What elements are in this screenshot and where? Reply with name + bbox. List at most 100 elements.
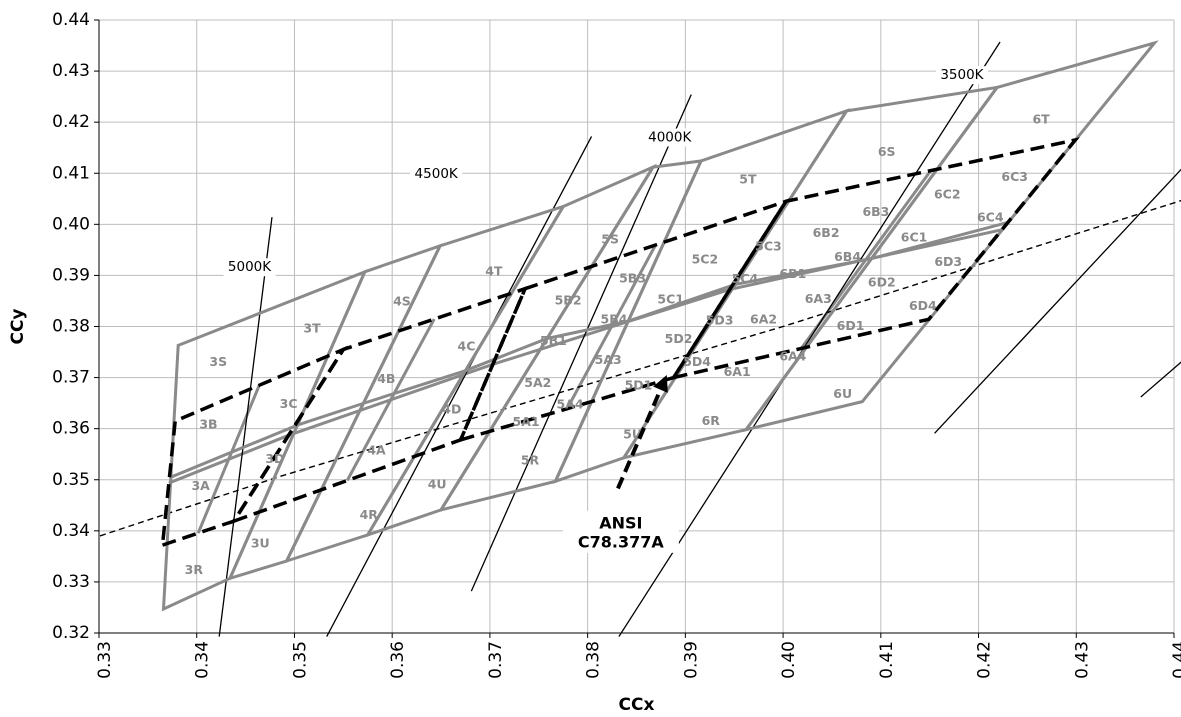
bin-label-6c1: 6C1 (901, 230, 928, 245)
y-axis-title: CCy (8, 308, 28, 344)
x-tick-label: 0.37 (486, 641, 506, 679)
cct-line (618, 41, 1001, 637)
bin-label-5a4: 5A4 (557, 397, 584, 412)
quadrangle (742, 40, 1159, 433)
bin-label-4s: 4S (393, 293, 411, 308)
bin-label-3r: 3R (185, 562, 204, 577)
x-tick-label: 0.42 (975, 641, 995, 679)
y-tick-label: 0.33 (52, 572, 90, 592)
quadrangle-divider (546, 319, 629, 340)
bin-label-6d3: 6D3 (934, 254, 962, 269)
cct-label-3500k: 3500K (940, 67, 984, 83)
bin-label-6t: 6T (1032, 112, 1050, 127)
annotation-arrowhead (653, 375, 668, 393)
x-tick-label: 0.40 (779, 641, 799, 679)
ansi-subbin-divider (168, 433, 290, 485)
bin-label-6d1: 6D1 (837, 318, 865, 333)
cct-line (470, 94, 692, 592)
bin-label-5c1: 5C1 (657, 291, 684, 306)
bin-label-6b2: 6B2 (813, 225, 840, 240)
x-tick-label: 0.36 (388, 641, 408, 679)
x-tick-label: 0.33 (95, 641, 115, 679)
x-tick-label: 0.41 (877, 641, 897, 679)
bin-label-5a1: 5A1 (513, 414, 540, 429)
x-tick-label: 0.43 (1072, 641, 1092, 679)
bin-label-5c3: 5C3 (755, 238, 782, 253)
bin-label-5c4: 5C4 (732, 271, 759, 286)
y-tick-label: 0.42 (52, 112, 90, 132)
bin-label-6a1: 6A1 (724, 364, 751, 379)
quadrangle (437, 159, 704, 513)
x-tick-label: 0.44 (1170, 641, 1181, 679)
bin-label-4c: 4C (458, 338, 476, 353)
cct-line (1140, 361, 1181, 398)
bin-label-5u: 5U (623, 426, 642, 441)
bin-label-6c4: 6C4 (977, 210, 1004, 225)
y-tick-label: 0.40 (52, 214, 90, 234)
cct-label-bg (643, 128, 696, 147)
cct-label-bg (223, 258, 276, 277)
bin-label-3a: 3A (191, 478, 210, 493)
quadrangle-divider (296, 401, 364, 427)
bin-label-6s: 6S (878, 144, 896, 159)
x-tick-label: 0.38 (584, 641, 604, 679)
y-tick-label: 0.43 (52, 61, 90, 81)
cct-line (326, 136, 593, 637)
quadrangle-divider (464, 337, 548, 373)
bin-label-6d4: 6D4 (909, 298, 937, 313)
cct-line (934, 168, 1181, 434)
ansi-quadrangle (669, 137, 1080, 381)
cct-line-layer (218, 41, 1181, 637)
planckian-locus-layer (99, 199, 1181, 537)
bin-label-6a3: 6A3 (805, 291, 832, 306)
bin-label-5d2: 5D2 (665, 331, 693, 346)
quadrangle-divider (734, 257, 872, 286)
bin-label-4d: 4D (442, 401, 461, 416)
cct-line (218, 217, 273, 637)
bin-label-6b1: 6B1 (779, 266, 806, 281)
bin-label-5b1: 5B1 (540, 333, 567, 348)
y-tick-label: 0.38 (52, 317, 90, 337)
bin-label-6d2: 6D2 (868, 275, 896, 290)
ansi-subbin-divider (288, 362, 494, 437)
annotation-line2: C78.377A (578, 532, 664, 551)
quadrangle-divider (170, 423, 298, 479)
bin-label-4u: 4U (428, 476, 447, 491)
bin-label-4a: 4A (367, 443, 386, 458)
bin-label-5d4: 5D4 (683, 354, 711, 369)
quadrangle-divider (871, 220, 1009, 261)
cct-label-bg (410, 164, 463, 183)
bin-label-6c2: 6C2 (934, 187, 961, 202)
bin-label-5d1: 5D1 (625, 377, 653, 392)
bin-label-layer: 3S 3T 3C 3B 3D 3A 3U 3R 4S 4T 4C 4B 4D 4A 4U 4R 5S 5T 5B3 5… (185, 66, 1050, 577)
bin-label-6u: 6U (833, 386, 852, 401)
bin-label-3b: 3B (199, 417, 217, 432)
y-tick-label: 0.32 (52, 623, 90, 643)
bin-label-5c2: 5C2 (692, 252, 719, 267)
bin-label-4t: 4T (485, 263, 503, 278)
bin-label-6r: 6R (702, 413, 721, 428)
bin-label-3d: 3D (265, 451, 284, 466)
bin-label-5a3: 5A3 (595, 352, 622, 367)
bin-label-3s: 3S (209, 354, 227, 369)
quadrangle-layer (161, 40, 1159, 612)
y-tick-label: 0.36 (52, 419, 90, 439)
bin-label-5d3: 5D3 (706, 312, 734, 327)
bin-label-6a2: 6A2 (750, 311, 777, 326)
quadrangle-divider (362, 369, 466, 405)
bin-label-6c3: 6C3 (1001, 169, 1028, 184)
x-axis-title: CCx (619, 695, 655, 715)
bin-label-4r: 4R (360, 507, 379, 522)
bin-label-5b2: 5B2 (555, 292, 582, 307)
quadrangle-divider (627, 282, 736, 323)
ansi-subbin-divider (492, 288, 731, 366)
bin-label-5r: 5R (521, 452, 540, 467)
annotation-arrow (616, 374, 669, 490)
bin-label-5b3: 5B3 (619, 270, 646, 285)
y-tick-label: 0.35 (52, 470, 90, 490)
cct-label-bg (935, 66, 988, 85)
planckian-locus (99, 199, 1181, 537)
